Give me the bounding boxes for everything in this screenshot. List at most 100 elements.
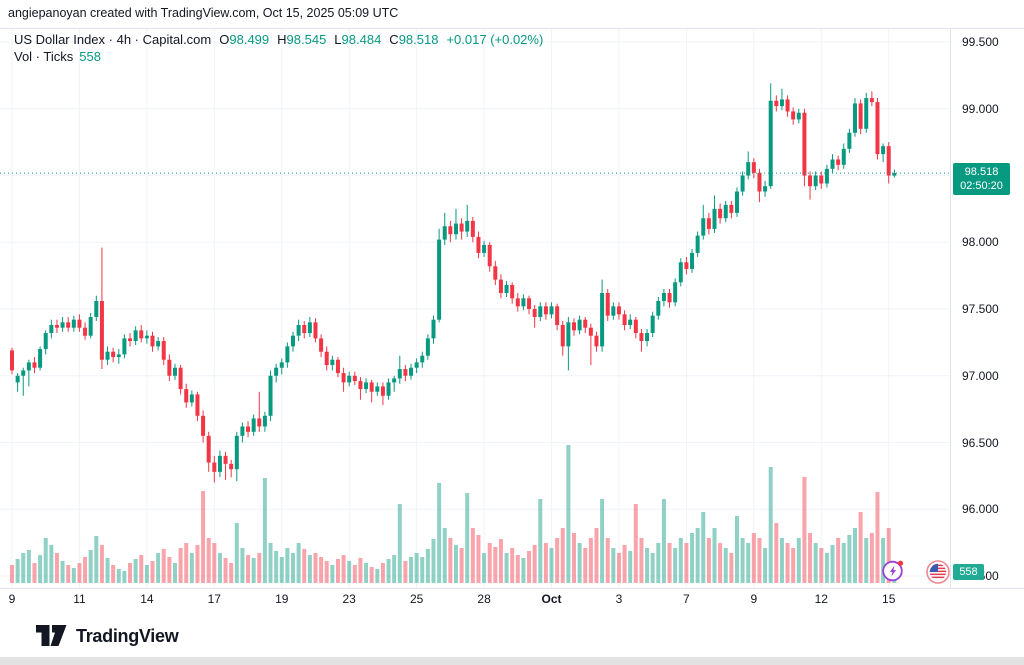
flash-icon[interactable]: [881, 558, 906, 583]
close-label: C: [389, 32, 399, 47]
volume-bar: [223, 558, 228, 583]
candle-body: [133, 330, 138, 342]
volume-bar: [734, 516, 739, 583]
candle-body: [116, 354, 121, 358]
candle-body: [144, 335, 149, 339]
bar-countdown: 02:50:20: [960, 180, 1003, 193]
candle-body: [605, 292, 610, 316]
volume-bar: [178, 548, 183, 583]
volume-bar: [667, 543, 672, 583]
candle-body: [645, 333, 650, 342]
time-axis-label: 9: [750, 592, 758, 606]
volume-bar: [572, 533, 576, 583]
volume-bar: [161, 549, 166, 583]
volume-bar: [791, 548, 796, 583]
volume-bar: [847, 535, 852, 583]
candle-body: [616, 306, 621, 315]
volume-bar: [206, 538, 211, 583]
candle-body: [796, 112, 801, 120]
candle-body: [510, 284, 515, 299]
volume-bar: [746, 543, 751, 583]
candle-body: [892, 173, 897, 176]
candle-body: [420, 355, 425, 363]
candle-body: [453, 223, 458, 235]
volume-bar: [757, 538, 762, 583]
candle-body: [307, 322, 312, 334]
candle-body: [217, 455, 222, 472]
candle-body: [847, 132, 852, 149]
symbol-title[interactable]: US Dollar Index · 4h · Capital.com: [14, 32, 212, 47]
candle-body: [403, 369, 408, 376]
candle-body: [498, 279, 503, 293]
candle-body: [178, 367, 183, 390]
volume-bar: [262, 478, 267, 583]
candle-body: [296, 325, 301, 336]
volume-bar: [77, 563, 82, 583]
volume-bar: [498, 539, 503, 583]
time-axis-label: 23: [342, 592, 356, 606]
volume-bar: [184, 543, 189, 583]
candle-body: [779, 99, 784, 107]
candle-body: [279, 362, 284, 368]
volume-bar: [133, 559, 138, 583]
candle-body: [358, 381, 363, 390]
volume-bar: [875, 492, 880, 583]
volume-bar: [172, 563, 177, 583]
volume-bar: [392, 555, 397, 583]
candle-body: [701, 218, 706, 236]
candle-body: [442, 226, 447, 240]
volume-bar: [690, 533, 695, 583]
volume-bar: [881, 538, 886, 583]
volume-bar: [274, 551, 279, 583]
candle-body: [763, 186, 768, 192]
candle-body: [335, 359, 340, 374]
candle-body: [409, 367, 414, 376]
volume-bar: [414, 553, 419, 583]
candle-body: [791, 111, 796, 120]
candle-body: [886, 146, 891, 176]
candle-body: [257, 418, 262, 427]
volume-bar: [605, 538, 610, 583]
price-axis-label: 96.500: [962, 435, 999, 450]
volume-bar: [459, 548, 464, 583]
volume-bar: [864, 538, 869, 583]
change-value: +0.017 (+0.02%): [446, 32, 544, 47]
volume-bar: [279, 557, 284, 583]
volume-bar: [257, 553, 262, 583]
candle-body: [313, 322, 318, 339]
candle-body: [482, 244, 487, 253]
volume-bar: [15, 559, 20, 583]
candle-body: [341, 373, 346, 383]
candle-body: [881, 146, 886, 155]
volume-bar: [785, 543, 790, 583]
candle-body: [161, 341, 166, 360]
volume-bar: [836, 538, 841, 583]
volume-bar: [358, 558, 363, 583]
volume-bar: [347, 561, 352, 583]
candle-body: [88, 317, 93, 336]
volume-bar: [380, 563, 385, 583]
candle-body: [628, 319, 633, 326]
attribution-text: angiepanoyan created with TradingView.co…: [8, 6, 399, 20]
tradingview-logo-mark: [36, 625, 67, 646]
candle-body: [156, 341, 161, 347]
candle-body: [549, 306, 554, 315]
tradingview-logo-text: TradingView: [76, 625, 179, 646]
volume-bar: [616, 553, 621, 583]
candle-body: [15, 375, 20, 383]
candle-body: [291, 335, 295, 347]
volume-bar: [886, 528, 891, 583]
volume-bar: [335, 559, 340, 583]
candle-body: [785, 99, 790, 112]
time-axis-label: 12: [814, 592, 828, 606]
volume-bar: [521, 558, 526, 583]
time-axis-label: 3: [615, 592, 623, 606]
volume-bar: [538, 499, 543, 583]
tradingview-logo[interactable]: TradingView: [36, 625, 179, 647]
volume-bar: [43, 538, 48, 583]
candle-body: [470, 220, 475, 237]
volume-bar: [656, 543, 661, 583]
volume-bar: [684, 543, 689, 583]
candle-body: [26, 362, 31, 371]
